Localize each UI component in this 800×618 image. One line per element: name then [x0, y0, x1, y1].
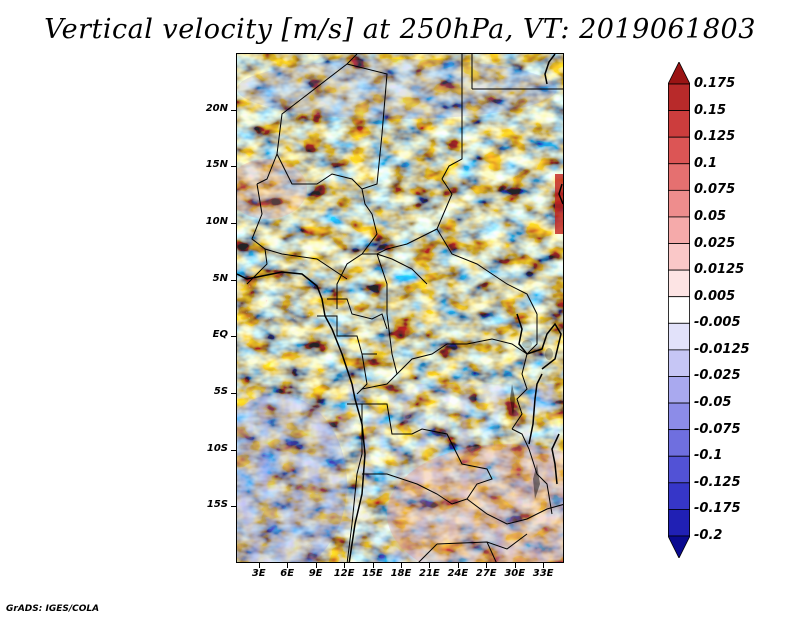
lat-label: 15S	[206, 499, 228, 511]
colorbar-bin	[668, 509, 690, 537]
lat-tick	[231, 336, 236, 338]
lat-label: 5S	[213, 386, 228, 397]
colorbar-bin	[668, 402, 690, 431]
colorbar-bin	[668, 482, 690, 510]
lon-label: 33E	[532, 568, 554, 579]
lat-label: 10N	[205, 216, 228, 227]
lat-label: 15N	[205, 159, 228, 171]
lon-tick	[400, 563, 402, 568]
chart-title: Vertical velocity [m/s] at 250hPa, VT: 2…	[44, 14, 756, 45]
colorbar-bin	[668, 163, 690, 191]
colorbar-bin	[668, 216, 690, 244]
colorbar-top-cap	[668, 62, 690, 85]
lon-tick	[372, 563, 374, 568]
colorbar-level-label: 0.175	[694, 76, 736, 91]
lat-tick	[231, 449, 236, 451]
south-east-positive-region	[387, 444, 563, 562]
colorbar-bin	[668, 243, 690, 271]
colorbar-level-label: -0.025	[694, 368, 741, 384]
colorbar-bin	[668, 110, 690, 138]
colorbar-level-label: -0.2	[694, 528, 723, 543]
map-panel	[236, 53, 564, 563]
lon-label: 21E	[419, 568, 440, 579]
colorbar-level-label: 0.025	[694, 235, 736, 251]
lat-tick	[231, 279, 236, 281]
lon-label: 27E	[475, 568, 497, 579]
lat-label: 10S	[206, 442, 228, 454]
lon-tick	[429, 563, 431, 568]
colorbar-level-label: 0.0125	[694, 262, 745, 278]
lakes	[510, 340, 553, 499]
south-west-negative-region	[237, 394, 347, 562]
red-sea-positive-patch	[555, 174, 563, 234]
lon-tick	[258, 563, 260, 568]
colorbar	[668, 62, 690, 558]
lat-tick	[231, 393, 236, 394]
colorbar-bin	[668, 296, 690, 324]
colorbar-bin	[668, 349, 690, 377]
colorbar-level-label: -0.1	[694, 448, 723, 464]
colorbar-level-label: -0.0125	[694, 341, 750, 357]
colorbar-level-label: 0.075	[694, 182, 736, 198]
colorbar-level-label: 0.05	[694, 208, 727, 224]
lon-label: 6E	[280, 568, 295, 579]
lat-label: 5N	[212, 272, 228, 284]
west-positive-region	[237, 159, 307, 219]
country-borders	[246, 54, 563, 562]
velocity-field-map	[237, 54, 563, 562]
colorbar-bin	[668, 429, 690, 457]
lon-label: 24E	[447, 568, 469, 579]
lon-label: 9E	[308, 568, 323, 579]
colorbar-bin	[668, 322, 690, 351]
colorbar-level-label: -0.125	[694, 474, 741, 490]
colorbar-level-label: -0.075	[694, 421, 741, 437]
colorbar-bin	[668, 455, 690, 484]
coastline	[237, 54, 563, 562]
lon-label: 30E	[504, 568, 526, 579]
lon-label: 15E	[362, 568, 383, 579]
lat-label: 20N	[205, 102, 228, 114]
lat-label: EQ	[212, 329, 228, 341]
colorbar-bin	[668, 136, 690, 165]
colorbar-level-label: 0.125	[694, 129, 736, 145]
colorbar-bin	[668, 376, 690, 404]
lat-tick	[231, 506, 236, 508]
lat-tick	[231, 223, 236, 224]
colorbar-bin	[668, 189, 690, 218]
colorbar-level-label: -0.175	[694, 501, 741, 517]
colorbar-level-label: 0.1	[694, 155, 718, 171]
lon-tick	[315, 563, 317, 568]
lon-tick	[457, 563, 459, 568]
colorbar-level-label: -0.05	[694, 395, 732, 411]
colorbar-level-label: 0.15	[694, 102, 727, 118]
lat-tick	[231, 109, 236, 111]
lon-label: 3E	[251, 568, 266, 579]
coastal-speckle	[237, 259, 327, 319]
lon-tick	[344, 563, 346, 568]
lon-tick	[543, 563, 545, 568]
colorbar-level-label: -0.005	[694, 315, 741, 331]
southern-streaks	[237, 384, 563, 562]
colorbar-level-label: 0.005	[694, 288, 736, 304]
lon-tick	[486, 563, 488, 568]
colorbar-bin	[668, 269, 690, 298]
north-negative-region	[237, 59, 557, 119]
lon-label: 18E	[390, 568, 412, 579]
grads-credit: GrADS: IGES/COLA	[6, 604, 100, 614]
colorbar-bin	[668, 83, 690, 111]
lon-label: 12E	[333, 568, 355, 579]
lat-tick	[231, 166, 236, 168]
lon-tick	[287, 563, 289, 568]
lon-tick	[514, 563, 516, 568]
colorbar-bottom-cap	[668, 535, 690, 558]
